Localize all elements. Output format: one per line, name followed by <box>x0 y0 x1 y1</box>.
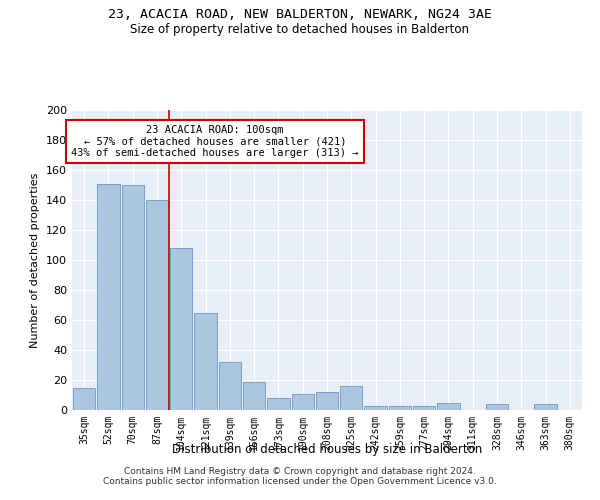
Text: Contains public sector information licensed under the Open Government Licence v3: Contains public sector information licen… <box>103 478 497 486</box>
Bar <box>292 394 314 410</box>
Bar <box>122 185 144 410</box>
Bar <box>316 392 338 410</box>
Bar <box>486 404 508 410</box>
Bar <box>389 406 411 410</box>
Bar <box>437 402 460 410</box>
Bar <box>97 184 119 410</box>
Bar <box>535 404 557 410</box>
Text: Contains HM Land Registry data © Crown copyright and database right 2024.: Contains HM Land Registry data © Crown c… <box>124 468 476 476</box>
Bar <box>364 406 387 410</box>
Bar <box>146 200 168 410</box>
Text: 23 ACACIA ROAD: 100sqm
← 57% of detached houses are smaller (421)
43% of semi-de: 23 ACACIA ROAD: 100sqm ← 57% of detached… <box>71 125 359 158</box>
Bar <box>243 382 265 410</box>
Bar <box>73 388 95 410</box>
Text: 23, ACACIA ROAD, NEW BALDERTON, NEWARK, NG24 3AE: 23, ACACIA ROAD, NEW BALDERTON, NEWARK, … <box>108 8 492 20</box>
Y-axis label: Number of detached properties: Number of detached properties <box>31 172 40 348</box>
Bar <box>170 248 193 410</box>
Text: Size of property relative to detached houses in Balderton: Size of property relative to detached ho… <box>131 22 470 36</box>
Bar <box>218 362 241 410</box>
Bar <box>194 312 217 410</box>
Bar <box>413 406 436 410</box>
Bar <box>340 386 362 410</box>
Text: Distribution of detached houses by size in Balderton: Distribution of detached houses by size … <box>172 442 482 456</box>
Bar <box>267 398 290 410</box>
